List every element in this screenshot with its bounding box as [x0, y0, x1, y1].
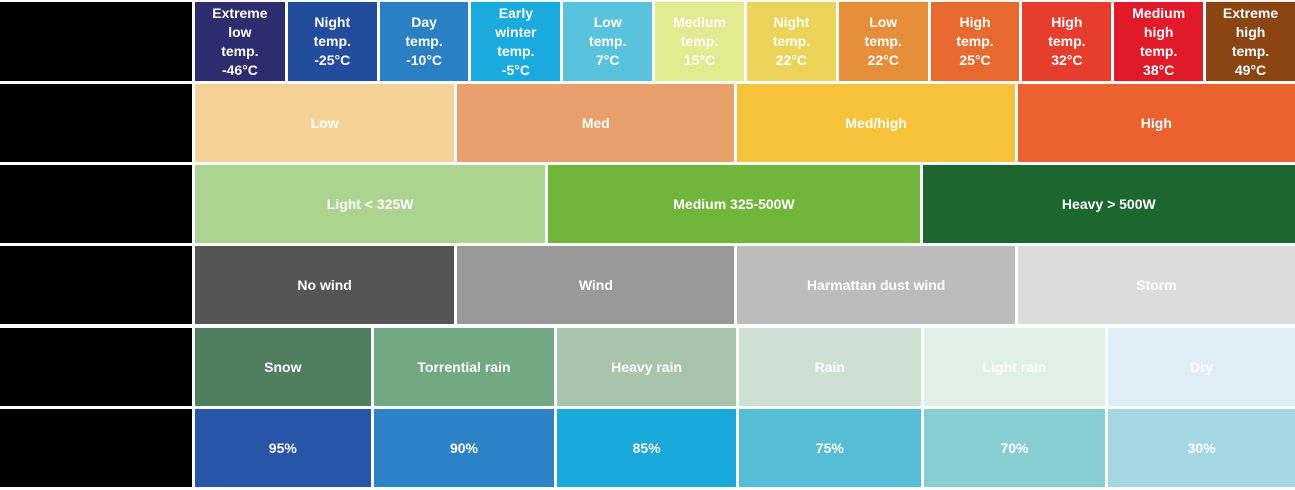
intensity-cell: Low [195, 84, 455, 162]
humidity-row: 95% 90% 85% 75% 70% 30% [195, 409, 1295, 487]
humidity-cell: 70% [923, 409, 1106, 487]
temperature-row: Extreme low temp. -46°C Night temp. -25°… [195, 2, 1295, 81]
temperature-cell: High temp. 25°C [930, 2, 1020, 81]
row-header-load [0, 165, 192, 243]
load-cell: Heavy > 500W [922, 165, 1295, 243]
wind-cell: Harmattan dust wind [737, 246, 1015, 324]
humidity-cell: 95% [195, 409, 371, 487]
row-header-precipitation [0, 328, 192, 406]
row-header-intensity [0, 84, 192, 162]
wind-cell: No wind [195, 246, 455, 324]
row-header-humidity [0, 409, 192, 487]
temperature-cell: Day temp. -10°C [379, 2, 469, 81]
temperature-cell: Medium high temp. 38°C [1114, 2, 1204, 81]
wind-cell: Storm [1017, 246, 1295, 324]
precipitation-row: Snow Torrential rain Heavy rain Rain Lig… [195, 328, 1295, 406]
load-row: Light < 325W Medium 325-500W Heavy > 500… [195, 165, 1295, 243]
intensity-cell: Med [457, 84, 735, 162]
humidity-cell: 90% [373, 409, 555, 487]
temperature-cell: High temp. 32°C [1022, 2, 1112, 81]
wind-cell: Wind [457, 246, 735, 324]
precipitation-cell: Dry [1108, 328, 1295, 406]
precipitation-cell: Heavy rain [557, 328, 736, 406]
load-cell: Light < 325W [195, 165, 546, 243]
temperature-cell: Night temp. -25°C [287, 2, 377, 81]
precipitation-cell: Light rain [923, 328, 1106, 406]
load-cell: Medium 325-500W [548, 165, 920, 243]
temperature-cell: Early winter temp. -5°C [471, 2, 561, 81]
temperature-cell: Low temp. 22°C [838, 2, 928, 81]
wind-row: No wind Wind Harmattan dust wind Storm [195, 246, 1295, 324]
precipitation-cell: Rain [738, 328, 921, 406]
precipitation-cell: Snow [195, 328, 371, 406]
temperature-cell: Extreme low temp. -46°C [195, 2, 285, 81]
humidity-cell: 30% [1108, 409, 1295, 487]
intensity-cell: High [1017, 84, 1295, 162]
temperature-cell: Medium temp. 15°C [655, 2, 744, 81]
precipitation-cell: Torrential rain [373, 328, 555, 406]
humidity-cell: 75% [738, 409, 921, 487]
intensity-row: Low Med Med/high High [195, 84, 1295, 162]
temperature-cell: Extreme high temp. 49°C [1206, 2, 1295, 81]
row-header-temperature [0, 2, 192, 81]
humidity-cell: 85% [557, 409, 736, 487]
intensity-cell: Med/high [737, 84, 1015, 162]
row-header-wind [0, 246, 192, 324]
temperature-cell: Low temp. 7°C [563, 2, 653, 81]
temperature-cell: Night temp. 22°C [746, 2, 836, 81]
